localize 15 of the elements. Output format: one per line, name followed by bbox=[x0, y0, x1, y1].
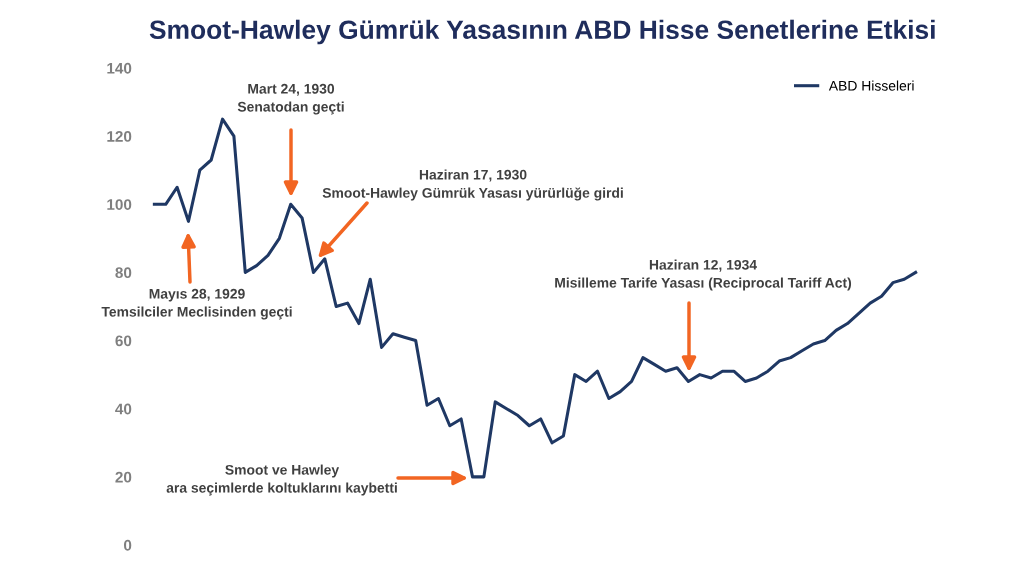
y-tick-label: 20 bbox=[115, 471, 132, 483]
y-tick-label: 140 bbox=[107, 62, 132, 74]
legend-label: ABD Hisseleri bbox=[828, 80, 914, 91]
annotation: Smoot ve Hawley ara seçimlerde koltuklarını kaybetti bbox=[166, 464, 397, 496]
annotation: Haziran 12, 1934 Misilleme Tarife Yasası (Reciprocal Tariff Act) bbox=[555, 259, 852, 291]
y-tick-label: 0 bbox=[124, 539, 132, 551]
annotation: Mart 24, 1930 Senatodan geçti bbox=[237, 83, 344, 115]
y-tick-label: 80 bbox=[115, 267, 132, 279]
y-tick-label: 120 bbox=[107, 131, 132, 142]
chart-title: Smoot-Hawley Gümrük Yasasının ABD Hisse Senetlerine Etkisi bbox=[149, 19, 935, 45]
y-tick-label: 40 bbox=[115, 403, 132, 415]
y-tick-label: 100 bbox=[107, 199, 132, 210]
y-tick-label: 60 bbox=[115, 335, 132, 347]
annotation: Mayıs 28, 1929 Temsilciler Meclisinden geçti bbox=[101, 288, 292, 320]
annotation: Haziran 17, 1930 Smoot-Hawley Gümrük Yasası yürürlüğe girdi bbox=[322, 169, 623, 201]
